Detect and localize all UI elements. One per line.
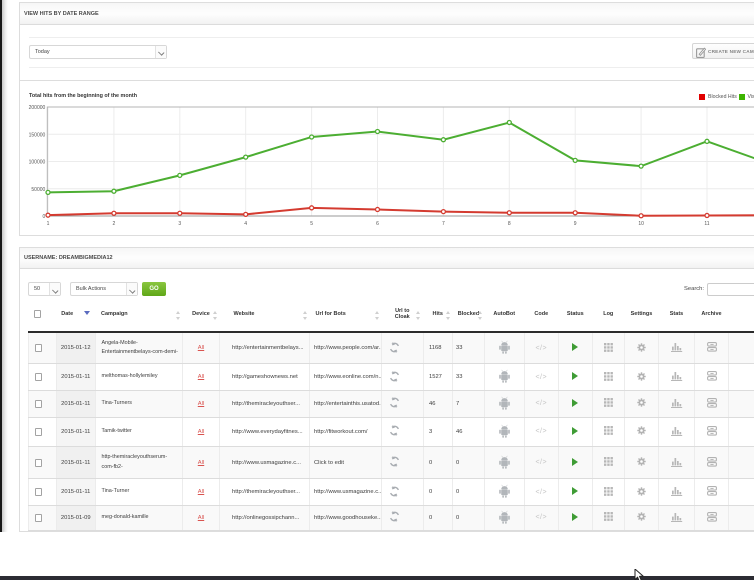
- svg-text:3: 3: [178, 221, 181, 227]
- svg-text:11: 11: [704, 221, 709, 227]
- svg-text:5: 5: [310, 221, 313, 227]
- svg-text:50000: 50000: [31, 187, 45, 193]
- svg-text:7: 7: [442, 221, 445, 227]
- svg-text:2: 2: [113, 221, 116, 227]
- svg-text:9: 9: [574, 221, 577, 227]
- svg-text:10: 10: [638, 221, 644, 227]
- svg-text:150000: 150000: [29, 132, 46, 138]
- svg-text:4: 4: [244, 221, 247, 227]
- svg-text:0: 0: [43, 214, 46, 220]
- svg-text:6: 6: [376, 221, 379, 227]
- svg-text:200000: 200000: [29, 105, 46, 111]
- svg-text:8: 8: [508, 221, 511, 227]
- svg-text:100000: 100000: [29, 160, 46, 166]
- svg-text:1: 1: [47, 221, 50, 227]
